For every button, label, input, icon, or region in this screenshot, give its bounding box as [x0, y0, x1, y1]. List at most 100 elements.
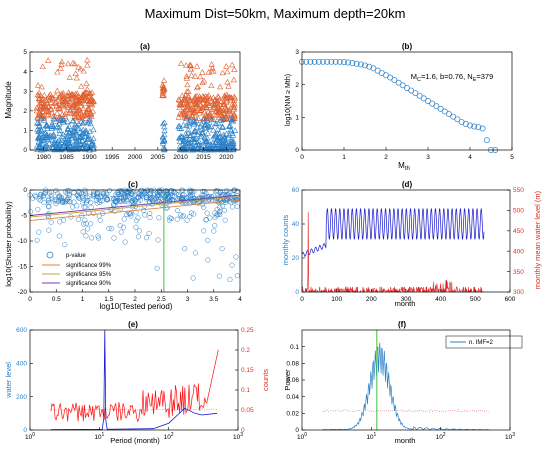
a-point [221, 104, 229, 111]
c-point [79, 200, 86, 206]
a-point [80, 105, 87, 111]
a-point [90, 146, 97, 152]
a-point [192, 100, 200, 106]
a-point [45, 57, 52, 63]
a-point [88, 97, 95, 103]
b-point [483, 137, 490, 144]
c-ytick-label: 0 [23, 187, 27, 194]
a-point [227, 115, 234, 122]
a-point [200, 115, 208, 122]
c-point [231, 188, 237, 194]
a-xtick-label: 2005 [151, 154, 166, 161]
a-point [227, 126, 234, 133]
a-point [183, 75, 190, 81]
a-point [186, 117, 194, 123]
a-point [51, 100, 59, 106]
a-point [36, 135, 44, 142]
c-point [148, 195, 154, 201]
a-point [197, 73, 204, 80]
c-point [162, 194, 168, 200]
a-point [38, 127, 45, 134]
f-legend-box [445, 335, 523, 349]
c-point [135, 194, 141, 201]
c-point [200, 188, 206, 194]
c-point [66, 195, 72, 201]
c-point [34, 237, 40, 243]
a-point [186, 96, 194, 102]
b-point [416, 92, 423, 99]
e-xtick-label: 102 [164, 432, 174, 441]
a-point [196, 93, 203, 99]
a-point [161, 127, 168, 134]
a-point [211, 111, 218, 117]
c-point [179, 195, 185, 201]
a-point [72, 115, 79, 121]
c-point [106, 225, 112, 231]
c-significance-line [29, 194, 241, 216]
a-point [46, 92, 53, 99]
a-point [183, 62, 190, 68]
c-point [114, 190, 120, 196]
b-xtick-label: 5 [510, 154, 514, 161]
f-xtick-label: 101 [366, 432, 376, 441]
c-point [83, 233, 89, 239]
plots-layer: 1980 1985 1990 1995 2000 2005 2010 2015 20200123… [16, 49, 524, 441]
d-ytick-label-right: 500 [513, 208, 524, 215]
a-point [90, 135, 97, 141]
c-point [134, 218, 140, 224]
c-legend: p-value significance 99% significance 95… [42, 251, 112, 287]
d-ytick-label-right: 400 [513, 248, 524, 255]
c-point [41, 190, 47, 197]
b-ytick-label: 1 [295, 115, 299, 122]
a-point [78, 144, 85, 150]
a-point [160, 77, 168, 83]
a-point [33, 104, 40, 111]
e-xlabel: Period (month) [110, 436, 160, 445]
a-point [203, 115, 210, 122]
c-point [146, 199, 153, 205]
a-point [66, 107, 74, 113]
c-point [40, 193, 46, 199]
a-point [190, 108, 198, 115]
a-point [42, 142, 49, 149]
c-point [224, 188, 230, 194]
a-point [204, 98, 212, 105]
a-point [45, 97, 52, 103]
a-point [176, 138, 183, 144]
a-point [186, 132, 193, 139]
a-point [202, 138, 209, 144]
a-point [41, 92, 48, 98]
a-point [53, 141, 60, 147]
a-point [71, 60, 78, 67]
b-point [471, 123, 478, 130]
a-point [193, 117, 200, 124]
c-point [131, 189, 137, 195]
a-point [56, 115, 63, 121]
a-point [40, 133, 47, 139]
c-point [174, 208, 181, 214]
a-point [182, 136, 190, 142]
f-legend: n. IMF=2 [445, 335, 523, 349]
a-point [77, 129, 84, 135]
a-point [42, 145, 49, 151]
a-point [218, 117, 225, 123]
a-point [51, 146, 58, 153]
a-point [214, 93, 221, 99]
c-point [124, 211, 130, 217]
b-point [387, 74, 394, 81]
b-ytick-label: 3 [295, 49, 299, 56]
a-point [64, 100, 71, 106]
a-point [81, 141, 88, 147]
c-point [94, 200, 100, 206]
c-point [35, 206, 41, 212]
a-point [40, 97, 48, 104]
c-point [187, 214, 193, 220]
c-point [135, 234, 141, 240]
a-point [90, 142, 97, 148]
c-point [201, 204, 207, 211]
a-point [229, 132, 237, 138]
c-point [135, 215, 141, 221]
a-xtick-label: 1985 [59, 154, 74, 161]
a-point [82, 133, 89, 140]
c-point [148, 188, 154, 194]
